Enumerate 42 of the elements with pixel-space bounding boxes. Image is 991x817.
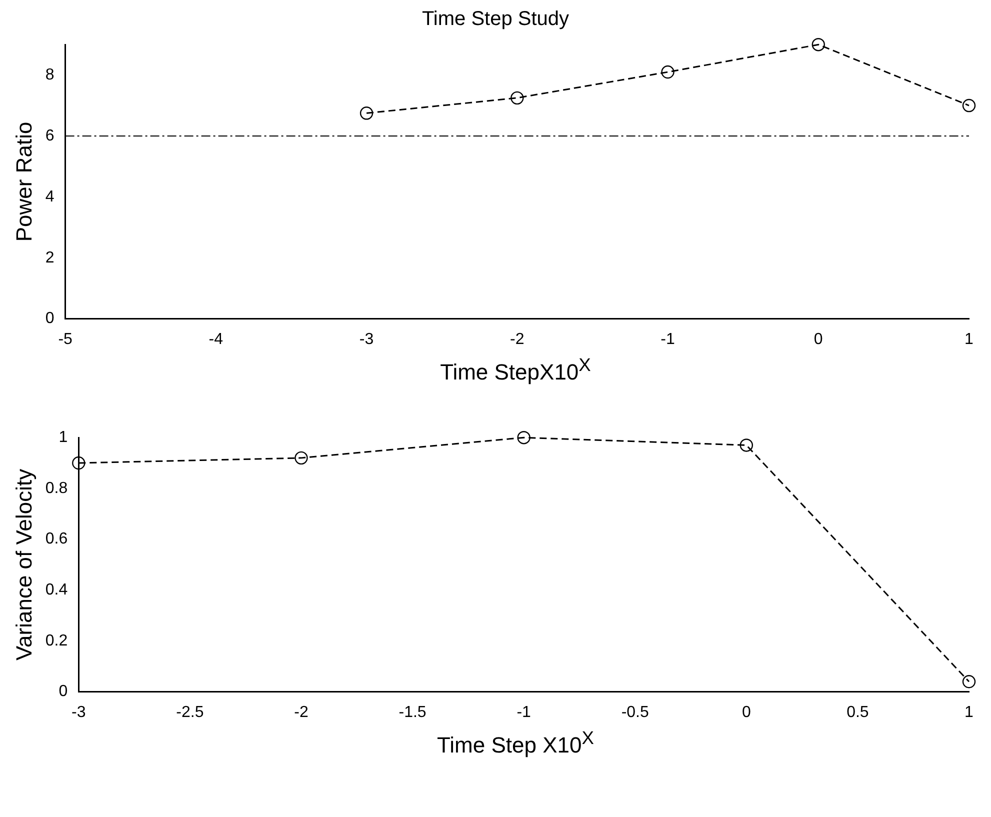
x-tick-label: -1 <box>516 704 532 722</box>
point <box>812 38 825 52</box>
point <box>510 91 524 105</box>
x-tick-label: 0 <box>742 704 751 722</box>
x-tick-label: -3 <box>72 704 86 722</box>
x-axis-title: Time Step X10$^{X}$ <box>436 727 595 759</box>
y-tick-label: 8 <box>45 66 54 84</box>
point <box>517 431 530 445</box>
y-tick-label: 0 <box>45 310 54 328</box>
point <box>294 452 308 465</box>
y-tick-label: 0.4 <box>45 582 68 599</box>
x-tick-label: -4 <box>208 330 224 348</box>
point <box>962 98 976 112</box>
x-tick-label: 1 <box>964 330 974 348</box>
x-tick-label: -5 <box>58 330 73 348</box>
y-tick-label: 4 <box>45 188 54 206</box>
chart-title: Time Step Study <box>420 8 570 32</box>
x-tick-label: 0 <box>814 330 823 348</box>
point <box>72 456 86 470</box>
x-tick-label: -2.5 <box>176 704 204 722</box>
y-tick-label: 0.6 <box>45 531 68 548</box>
x-tick-label: -1 <box>660 330 675 348</box>
x-tick-label: -2 <box>294 704 308 722</box>
y-tick-label: 0 <box>58 684 68 701</box>
point <box>740 438 754 452</box>
x-tick-label: 1 <box>964 704 974 722</box>
x-axis-title: Time StepX10$^{X}$ <box>439 354 592 386</box>
point <box>661 65 674 79</box>
x-tick-label: -3 <box>359 330 374 348</box>
y-axis-title: Variance of Velocity <box>11 469 36 661</box>
x-tick-label: -1.5 <box>398 704 426 722</box>
y-axis-title: Power Ratio <box>11 122 36 242</box>
y-tick-label: 0.8 <box>45 480 68 498</box>
y-tick-label: 1 <box>58 429 68 446</box>
y-tick-label: 6 <box>45 127 54 144</box>
y-tick-label: 0.2 <box>45 632 68 650</box>
point <box>360 106 374 120</box>
x-tick-label: -2 <box>510 330 524 348</box>
x-tick-label: 0.5 <box>846 704 869 722</box>
x-tick-label: -0.5 <box>621 704 649 722</box>
point <box>962 675 976 689</box>
y-tick-label: 2 <box>45 249 54 266</box>
